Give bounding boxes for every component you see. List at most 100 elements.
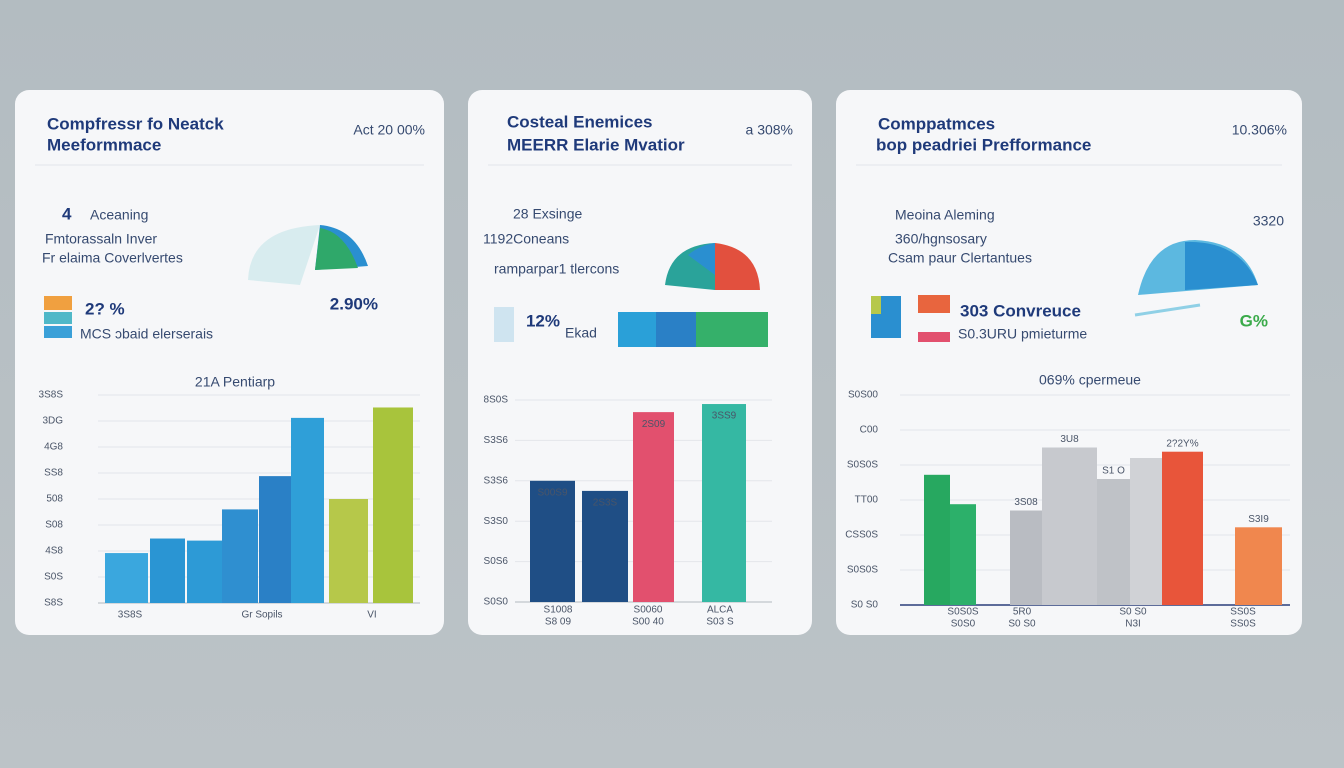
- bar: [259, 476, 291, 603]
- y-tick-label: S08: [45, 520, 63, 531]
- bar: [105, 553, 148, 603]
- legend-text: MCS ɔbaid elerserais: [80, 326, 213, 342]
- legend-text: 2? %: [85, 299, 125, 318]
- legend-block: [44, 296, 72, 310]
- chart-caption: 21A Pentiarp: [195, 374, 275, 390]
- x-label: S0 S0: [1119, 607, 1147, 618]
- card-title: Compfressr fo Neatck: [47, 114, 224, 133]
- stat-text: 360/hgnsosary: [895, 231, 987, 247]
- corner-stat: Act 20 00%: [353, 122, 425, 138]
- arrow: [1134, 303, 1201, 317]
- corner-stat: a 308%: [746, 122, 793, 138]
- bar: [924, 474, 950, 605]
- big-value: 12%: [526, 311, 560, 330]
- y-tick-label: S0S0S: [847, 565, 878, 576]
- stat-text: 4: [62, 204, 72, 223]
- stat-text: Aceaning: [90, 207, 148, 223]
- x-label: S0S0S: [947, 607, 978, 618]
- gauge: [1185, 241, 1258, 290]
- bar: [1097, 479, 1130, 605]
- y-tick-label: 8S0S: [484, 395, 509, 406]
- bar: [373, 407, 413, 603]
- card-title: Costeal Enemices: [507, 112, 653, 131]
- y-tick-label: 3S8S: [39, 390, 64, 401]
- legend-block: [44, 326, 72, 338]
- y-tick-label: 4G8: [44, 442, 63, 453]
- stat-text: ramparpar1 tlercons: [494, 261, 619, 277]
- chart-caption: 069% cpermeue: [1039, 372, 1141, 388]
- gauge: [688, 243, 715, 275]
- bar-label: 2?2Y%: [1166, 438, 1198, 449]
- y-tick-label: 4S8: [45, 546, 63, 557]
- y-tick-label: 3DG: [42, 416, 63, 427]
- y-tick-label: S0S00: [848, 390, 878, 401]
- y-tick-label: 508: [46, 494, 63, 505]
- bar: [950, 504, 976, 605]
- legend-block: [494, 307, 514, 342]
- bar: [1130, 458, 1162, 605]
- x-label: ALCA: [707, 605, 733, 616]
- y-tick-label: C00: [860, 425, 879, 436]
- y-tick-label: SS8: [44, 468, 63, 479]
- y-tick-label: S0S0: [484, 597, 509, 608]
- bar: [530, 480, 575, 602]
- bar-label: S00S9: [537, 487, 567, 498]
- bar: [1235, 527, 1282, 605]
- y-tick-label: S0 S0: [851, 600, 879, 611]
- y-tick-label: S3S6: [484, 475, 509, 486]
- legend-text: S0.3URU pmieturme: [958, 326, 1087, 342]
- stat-text: Csam paur Clertantues: [888, 250, 1032, 266]
- stat-text: Meoina Aleming: [895, 207, 995, 223]
- big-value: G%: [1240, 311, 1268, 330]
- x-label: 3S8S: [118, 610, 143, 621]
- bar: [582, 490, 628, 602]
- bar: [633, 412, 674, 602]
- y-tick-label: S0S6: [484, 556, 509, 567]
- mini-bar: [618, 312, 656, 347]
- y-tick-label: S0S0S: [847, 460, 878, 471]
- bar-label: 3SS9: [712, 411, 737, 422]
- x-label: 5R0: [1013, 607, 1032, 618]
- legend-block: [44, 312, 72, 324]
- legend-block: [918, 295, 950, 313]
- decorations: [44, 225, 1258, 347]
- legend-block: [871, 296, 881, 314]
- bar-label: 3U8: [1060, 434, 1079, 445]
- card-title: Meeformmace: [47, 135, 161, 154]
- x-label: N3I: [1125, 619, 1141, 630]
- stat-text: Fr elaima Coverlvertes: [42, 250, 183, 266]
- bar: [1042, 447, 1097, 605]
- gauge: [315, 228, 358, 270]
- x-label: Gr Sopils: [241, 610, 282, 621]
- bar: [1010, 510, 1042, 605]
- y-tick-label: S0S: [44, 572, 63, 583]
- gauge: [248, 225, 320, 285]
- x-label: SS0S: [1230, 619, 1256, 630]
- gauge: [715, 243, 760, 290]
- stat-text: 3320: [1253, 213, 1284, 229]
- x-label: S0S0: [951, 619, 976, 630]
- x-label: S8 09: [545, 617, 572, 628]
- y-tick-label: CSS0S: [845, 530, 878, 541]
- legend-text: 303 Convreuce: [960, 301, 1081, 320]
- x-label: S00 40: [632, 617, 664, 628]
- legend-text: Ekad: [565, 325, 597, 341]
- bar: [150, 538, 185, 603]
- card-title: MEERR Elarie Mvatior: [507, 135, 685, 154]
- bar: [329, 499, 368, 603]
- card-content: Compfressr fo Neatck Meeformmace Act 20 00…: [39, 112, 1290, 630]
- bar-label: S1 O: [1102, 466, 1125, 477]
- x-label: VI: [367, 610, 376, 621]
- bar: [187, 540, 223, 603]
- bar: [1162, 451, 1203, 605]
- x-label: S03 S: [706, 617, 734, 628]
- stat-text: 28 Exsinge: [513, 206, 582, 222]
- x-label: S0060: [634, 605, 663, 616]
- mini-bar: [696, 312, 768, 347]
- bar-label: S3I9: [1248, 514, 1269, 525]
- big-value: 2.90%: [330, 294, 378, 313]
- bar: [702, 404, 746, 602]
- bar: [291, 417, 324, 603]
- corner-stat: 10.306%: [1232, 122, 1287, 138]
